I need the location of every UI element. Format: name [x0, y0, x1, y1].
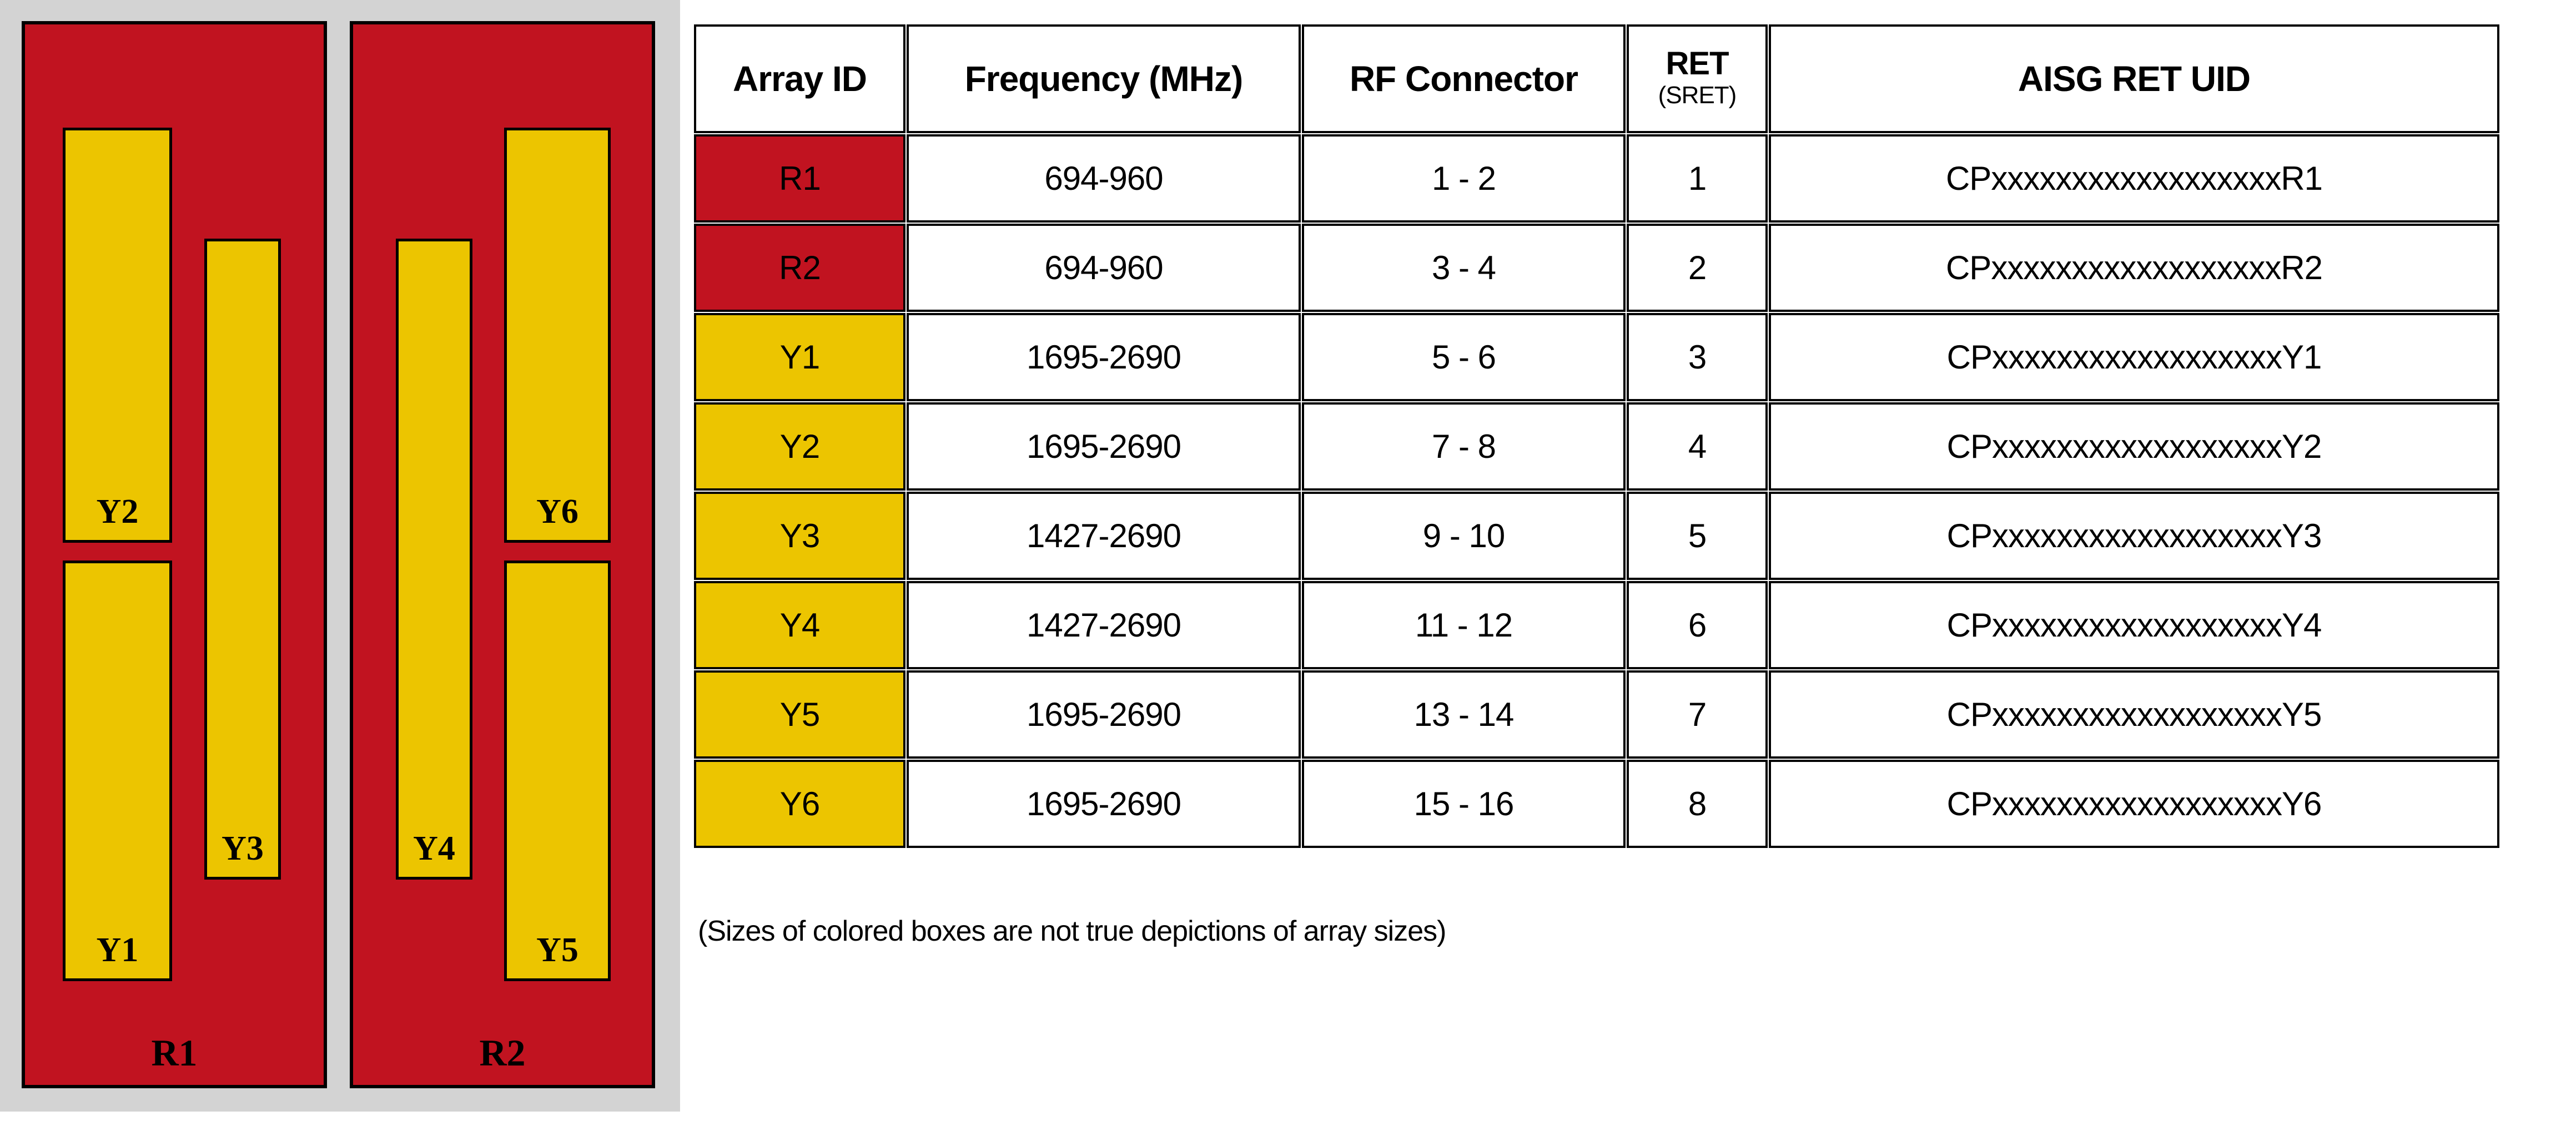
cell-ret: 6	[1627, 581, 1768, 669]
column-header-array-id: Array ID	[694, 24, 905, 133]
cell-aisg-ret-uid: CPxxxxxxxxxxxxxxxxxxR1	[1769, 134, 2499, 223]
table-row: Y5 1695-2690 13 - 14 7 CPxxxxxxxxxxxxxxx…	[694, 670, 2499, 759]
table-row: Y3 1427-2690 9 - 10 5 CPxxxxxxxxxxxxxxxx…	[694, 492, 2499, 580]
array-box-y6: Y6	[504, 128, 611, 543]
array-label-y5: Y5	[536, 931, 578, 969]
cell-frequency: 1695-2690	[907, 402, 1301, 491]
cell-rf-connector: 13 - 14	[1302, 670, 1626, 759]
table-header-row: Array ID Frequency (MHz) RF Connector RE…	[694, 24, 2499, 133]
array-label-y1: Y1	[96, 931, 139, 969]
cell-array-id: Y6	[694, 760, 905, 848]
table-row: Y6 1695-2690 15 - 16 8 CPxxxxxxxxxxxxxxx…	[694, 760, 2499, 848]
cell-rf-connector: 7 - 8	[1302, 402, 1626, 491]
cell-array-id: R1	[694, 134, 905, 223]
array-box-y2: Y2	[63, 128, 172, 543]
array-label-y3: Y3	[222, 830, 264, 867]
cell-aisg-ret-uid: CPxxxxxxxxxxxxxxxxxxY5	[1769, 670, 2499, 759]
column-header-sret: (SRET)	[1658, 82, 1737, 109]
array-box-y4: Y4	[396, 239, 472, 880]
antenna-panel-r2: Y4 Y6 Y5 R2	[350, 21, 655, 1088]
antenna-panel-r1: Y2 Y1 Y3 R1	[22, 21, 327, 1088]
array-label-y6: Y6	[536, 493, 578, 531]
panel-label-r1: R1	[151, 1032, 198, 1074]
cell-array-id: Y2	[694, 402, 905, 491]
cell-aisg-ret-uid: CPxxxxxxxxxxxxxxxxxxY4	[1769, 581, 2499, 669]
antenna-diagram: Y2 Y1 Y3 R1 Y4 Y6 Y5 R2	[0, 0, 680, 1112]
column-header-ret-main: RET	[1666, 46, 1729, 82]
cell-ret: 3	[1627, 313, 1768, 401]
array-box-y5: Y5	[504, 560, 611, 981]
column-header-frequency: Frequency (MHz)	[907, 24, 1301, 133]
table-row: R2 694-960 3 - 4 2 CPxxxxxxxxxxxxxxxxxxR…	[694, 224, 2499, 312]
cell-aisg-ret-uid: CPxxxxxxxxxxxxxxxxxxY3	[1769, 492, 2499, 580]
cell-ret: 5	[1627, 492, 1768, 580]
cell-frequency: 1695-2690	[907, 313, 1301, 401]
cell-frequency: 694-960	[907, 224, 1301, 312]
column-header-aisg-ret-uid: AISG RET UID	[1769, 24, 2499, 133]
cell-aisg-ret-uid: CPxxxxxxxxxxxxxxxxxxY2	[1769, 402, 2499, 491]
cell-rf-connector: 15 - 16	[1302, 760, 1626, 848]
cell-frequency: 1695-2690	[907, 760, 1301, 848]
array-label-y2: Y2	[96, 493, 139, 531]
cell-array-id: Y5	[694, 670, 905, 759]
cell-aisg-ret-uid: CPxxxxxxxxxxxxxxxxxxY1	[1769, 313, 2499, 401]
table-row: Y2 1695-2690 7 - 8 4 CPxxxxxxxxxxxxxxxxx…	[694, 402, 2499, 491]
cell-array-id: Y3	[694, 492, 905, 580]
array-box-y3: Y3	[204, 239, 281, 880]
panel-label-r2: R2	[479, 1032, 526, 1074]
cell-array-id: Y1	[694, 313, 905, 401]
cell-ret: 2	[1627, 224, 1768, 312]
cell-ret: 8	[1627, 760, 1768, 848]
cell-rf-connector: 9 - 10	[1302, 492, 1626, 580]
array-label-y4: Y4	[413, 830, 455, 867]
cell-rf-connector: 3 - 4	[1302, 224, 1626, 312]
table-row: Y1 1695-2690 5 - 6 3 CPxxxxxxxxxxxxxxxxx…	[694, 313, 2499, 401]
cell-rf-connector: 11 - 12	[1302, 581, 1626, 669]
cell-aisg-ret-uid: CPxxxxxxxxxxxxxxxxxxY6	[1769, 760, 2499, 848]
cell-aisg-ret-uid: CPxxxxxxxxxxxxxxxxxxR2	[1769, 224, 2499, 312]
cell-array-id: Y4	[694, 581, 905, 669]
array-box-y1: Y1	[63, 560, 172, 981]
cell-rf-connector: 1 - 2	[1302, 134, 1626, 223]
column-header-rf-connector: RF Connector	[1302, 24, 1626, 133]
cell-frequency: 694-960	[907, 134, 1301, 223]
cell-ret: 7	[1627, 670, 1768, 759]
table-row: R1 694-960 1 - 2 1 CPxxxxxxxxxxxxxxxxxxR…	[694, 134, 2499, 223]
note-text: (Sizes of colored boxes are not true dep…	[698, 915, 1446, 947]
table-row: Y4 1427-2690 11 - 12 6 CPxxxxxxxxxxxxxxx…	[694, 581, 2499, 669]
cell-ret: 1	[1627, 134, 1768, 223]
cell-frequency: 1427-2690	[907, 581, 1301, 669]
cell-rf-connector: 5 - 6	[1302, 313, 1626, 401]
cell-frequency: 1695-2690	[907, 670, 1301, 759]
cell-frequency: 1427-2690	[907, 492, 1301, 580]
cell-array-id: R2	[694, 224, 905, 312]
spec-table: Array ID Frequency (MHz) RF Connector RE…	[693, 23, 2500, 849]
cell-ret: 4	[1627, 402, 1768, 491]
column-header-ret: RET (SRET)	[1627, 24, 1768, 133]
